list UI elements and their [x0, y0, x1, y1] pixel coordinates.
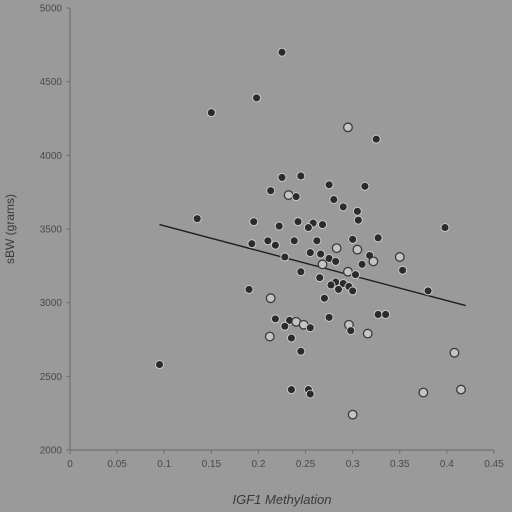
data-point	[347, 409, 358, 420]
data-point	[270, 314, 280, 324]
y-tick-label: 4000	[40, 151, 63, 162]
data-point	[303, 223, 313, 232]
data-point	[357, 259, 367, 269]
data-point	[280, 321, 290, 331]
data-point	[352, 244, 363, 255]
data-point	[296, 267, 306, 277]
data-point	[312, 236, 322, 246]
data-point	[317, 259, 328, 270]
x-tick-label: 0.25	[296, 459, 316, 470]
data-point	[348, 234, 358, 244]
data-point	[381, 310, 391, 319]
data-point	[373, 310, 383, 319]
data-point	[277, 172, 287, 182]
data-point	[293, 217, 303, 227]
data-point	[316, 249, 326, 259]
data-point	[331, 256, 341, 266]
data-point	[353, 215, 363, 225]
data-point	[440, 223, 450, 232]
data-point	[423, 286, 433, 296]
data-point	[371, 134, 381, 144]
data-point	[192, 214, 202, 224]
y-tick-label: 4500	[40, 77, 63, 88]
data-point	[305, 248, 315, 258]
data-point	[398, 265, 408, 275]
data-point	[265, 293, 276, 304]
data-point	[394, 252, 405, 262]
data-point	[351, 270, 360, 280]
data-point	[343, 122, 353, 133]
data-point	[270, 240, 280, 250]
data-point	[280, 252, 290, 262]
data-point	[319, 293, 329, 303]
x-tick-label: 0.3	[346, 459, 360, 470]
y-axis-title: sBW (grams)	[3, 194, 17, 264]
data-point	[264, 331, 275, 342]
data-point	[331, 243, 342, 254]
data-point	[286, 385, 296, 395]
trendline-group	[159, 223, 466, 307]
data-point	[346, 326, 356, 336]
data-point	[324, 180, 334, 190]
data-point	[305, 323, 315, 333]
data-point	[418, 387, 429, 398]
data-point	[329, 195, 339, 204]
data-point	[155, 360, 164, 369]
data-point	[277, 47, 287, 57]
y-tick-label: 2500	[40, 372, 63, 383]
x-tick-label: 0.05	[107, 459, 127, 470]
data-point	[286, 333, 296, 343]
data-point	[456, 384, 466, 395]
data-point	[291, 192, 301, 202]
data-point	[296, 171, 306, 181]
data-point	[326, 280, 336, 290]
data-point	[360, 181, 370, 191]
x-tick-label: 0	[67, 459, 73, 470]
x-tick-label: 0.45	[484, 459, 504, 470]
data-point	[283, 190, 294, 201]
x-tick-label: 0.15	[202, 459, 222, 470]
y-tick-label: 5000	[40, 4, 63, 15]
data-point	[368, 256, 379, 267]
data-points	[155, 47, 466, 420]
data-point	[244, 284, 254, 294]
data-point	[362, 328, 373, 339]
data-point	[247, 239, 257, 249]
data-point	[318, 220, 327, 230]
data-point	[352, 206, 362, 216]
data-point	[324, 312, 334, 322]
data-point	[305, 389, 315, 399]
axes: 0 0.05 0.1 0.15 0.2 0.25 0.3 0.35 0.4 0.45 2000 250…	[40, 4, 504, 471]
x-axis-title: IGF1 Methylation	[233, 492, 332, 507]
y-tick-label: 3500	[40, 225, 63, 236]
x-tick-label: 0.4	[440, 459, 454, 470]
y-tick-label: 3000	[40, 298, 63, 309]
data-point	[249, 217, 259, 227]
data-point	[274, 221, 284, 231]
x-tick-label: 0.2	[251, 459, 265, 470]
x-tick-label: 0.1	[157, 459, 171, 470]
trendline	[159, 223, 466, 307]
data-point	[252, 93, 262, 103]
data-point	[266, 186, 276, 196]
data-point	[315, 273, 325, 283]
data-point	[263, 236, 273, 246]
data-point	[348, 286, 358, 296]
y-tick-label: 2000	[40, 446, 63, 457]
data-point	[296, 346, 306, 356]
data-point	[206, 108, 216, 118]
data-point	[449, 347, 460, 358]
data-point	[289, 236, 299, 246]
data-point	[334, 284, 343, 294]
x-tick-label: 0.35	[390, 459, 410, 470]
data-point	[343, 266, 353, 277]
data-point	[338, 202, 348, 212]
data-point	[373, 233, 383, 243]
